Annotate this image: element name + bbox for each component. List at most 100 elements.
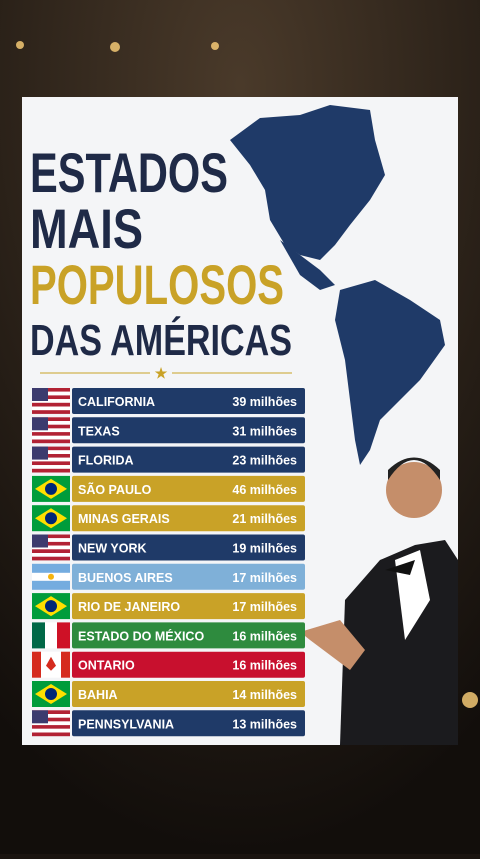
state-name: ONTARIO [78,659,135,673]
row: BUENOS AIRES 17 milhões [32,563,305,590]
stripe [32,388,70,392]
population: 17 milhões [232,600,297,614]
leaf [46,656,56,671]
white [45,622,57,649]
row-bar [72,388,305,414]
population: 14 milhões [232,688,297,702]
stripe [32,725,70,729]
stripe [32,545,70,550]
stripe [32,717,70,722]
stripe [32,435,70,440]
stripe [32,538,70,542]
stripe [32,461,70,466]
flag [32,534,70,561]
globe [45,688,57,700]
stripe [32,465,70,469]
population: 16 milhões [232,629,297,643]
stripe [32,541,70,546]
flag [32,446,70,473]
row: TEXAS 31 milhões [32,417,305,444]
stripe [32,457,70,462]
state-name: NEW YORK [78,542,147,556]
lights [16,41,478,708]
row: SÃO PAULO 46 milhões [32,475,305,502]
flag [32,710,70,737]
row: RIO DE JANEIRO 17 milhões [32,593,305,620]
state-name: FLORIDA [78,454,134,468]
globe [45,482,57,495]
flag [32,563,70,590]
stripe [32,410,70,414]
title: ESTADOS MAIS POPULOSOS DAS AMÉRICAS [30,141,292,365]
row: PENNSYLVANIA 13 milhões [32,710,305,737]
population: 31 milhões [232,424,297,438]
population: 21 milhões [232,512,297,526]
state-name: SÃO PAULO [78,482,152,497]
map [230,105,445,465]
state-name: ESTADO DO MÉXICO [78,628,204,643]
row-bar [72,446,305,473]
row: CALIFORNIA 39 milhões [32,388,305,414]
stripe [32,421,70,425]
red [57,622,70,649]
row-bar [72,651,305,678]
row-bar [72,681,305,707]
row: NEW YORK 19 milhões [32,534,305,561]
row-bar [72,622,305,649]
canton [32,534,48,548]
row: BAHIA 14 milhões [32,681,305,707]
title-line: POPULOSOS [30,253,284,316]
canton [32,388,48,401]
row: MINAS GERAIS 21 milhões [32,505,305,532]
green [32,622,45,649]
row: FLORIDA 23 milhões [32,446,305,473]
row-bar [72,710,305,737]
population: 16 milhões [232,659,297,673]
flag [32,505,70,532]
canton [32,417,48,431]
stripe [32,732,70,737]
stripe [32,714,70,718]
stripe [32,402,70,407]
flag [32,593,70,620]
state-name: CALIFORNIA [78,395,155,409]
state-name: MINAS GERAIS [78,512,170,526]
population: 13 milhões [232,717,297,731]
state-name: PENNSYLVANIA [78,717,174,731]
state-name: BUENOS AIRES [78,571,173,585]
globe [45,512,57,525]
title-line: DAS AMÉRICAS [30,315,292,365]
stripe [32,406,70,411]
ranking: CALIFORNIA 39 milhões TEXAS 31 milhões FLORI… [32,388,305,737]
stripe [32,721,70,726]
stripe [32,728,70,733]
flag [32,622,70,649]
flag [32,651,70,678]
red [61,651,70,678]
stripe [32,424,70,429]
flag [32,388,70,414]
row-bar [72,417,305,444]
man [300,457,458,745]
canton [32,710,48,724]
stripe [32,391,70,396]
stripe [32,417,70,421]
state-name: RIO DE JANEIRO [78,600,180,614]
stripe [32,432,70,436]
row-bar [72,563,305,590]
flag [32,417,70,444]
stripe [32,710,70,714]
population: 19 milhões [232,542,297,556]
stripe [32,428,70,433]
canton [32,446,48,460]
title-line: ESTADOS [30,141,228,204]
row-bar [72,475,305,502]
flag [32,475,70,502]
title-line: MAIS [30,197,143,260]
stripe [32,450,70,454]
stripe [32,549,70,553]
population: 46 milhões [232,483,297,497]
stripe [32,399,70,403]
